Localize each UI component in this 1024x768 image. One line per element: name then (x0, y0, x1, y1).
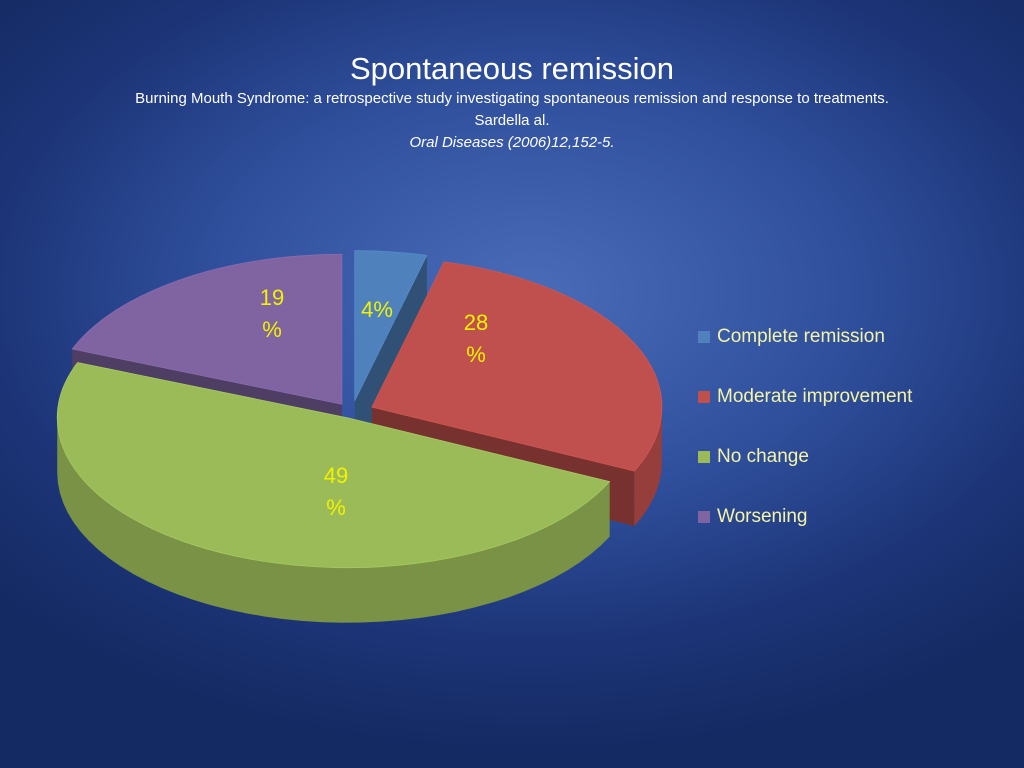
legend-item-no-change: No change (698, 442, 912, 472)
title-block: Spontaneous remission Burning Mouth Synd… (0, 50, 1024, 154)
legend-swatch (698, 331, 710, 343)
slice-top (56, 362, 611, 569)
legend-label: Complete remission (717, 326, 885, 347)
legend-swatch (698, 391, 710, 403)
slice-top (71, 253, 343, 405)
legend-item-worsening: Worsening (698, 502, 912, 532)
legend-label: No change (717, 446, 809, 467)
data-label-no-change: 49% (323, 463, 349, 520)
chart-legend: Complete remission Moderate improvement No… (698, 322, 912, 562)
study-title: Burning Mouth Syndrome: a retrospective … (135, 90, 889, 107)
legend-item-moderate-improvement: Moderate improvement (698, 382, 912, 412)
data-label-complete-remission: 4% (361, 297, 393, 322)
legend-label: Moderate improvement (717, 386, 913, 407)
data-label-worsening: 19% (259, 285, 285, 342)
legend-item-complete-remission: Complete remission (698, 322, 912, 352)
slice-side (57, 417, 610, 623)
pie-slice-no-change (56, 362, 611, 623)
slice-side (634, 407, 662, 526)
slice-top (354, 250, 428, 401)
legend-swatch (698, 451, 710, 463)
legend-swatch (698, 511, 710, 523)
data-label-moderate-improvement: 28% (463, 310, 489, 367)
study-authors: Sardella al. (474, 112, 550, 129)
study-citation: Oral Diseases (2006)12,152-5. (409, 134, 615, 151)
chart-title: Spontaneous remission (350, 51, 674, 86)
legend-label: Worsening (717, 506, 808, 527)
slice-top (371, 261, 663, 472)
